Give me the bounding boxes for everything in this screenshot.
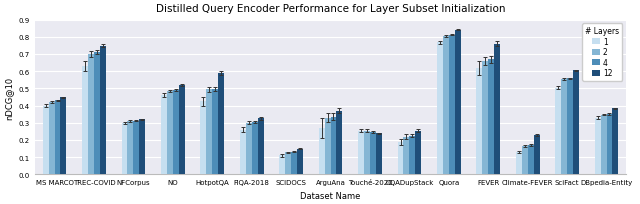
Bar [455, 31, 461, 175]
Bar [82, 67, 88, 175]
Bar [161, 96, 167, 175]
Bar [397, 142, 403, 175]
Bar [49, 103, 54, 175]
Bar [364, 131, 370, 175]
Bar [522, 146, 527, 175]
Bar [94, 53, 100, 175]
Bar [443, 37, 449, 175]
Bar [173, 91, 179, 175]
Bar [206, 90, 212, 175]
Bar [595, 118, 600, 175]
Bar [212, 90, 218, 175]
Bar [600, 115, 607, 175]
Bar [330, 117, 337, 175]
Bar [527, 145, 534, 175]
Bar [133, 121, 140, 175]
Bar [279, 155, 285, 175]
Bar [415, 131, 421, 175]
Bar [567, 79, 573, 175]
Bar [319, 128, 324, 175]
Bar [252, 122, 257, 175]
Bar [127, 121, 133, 175]
Bar [358, 131, 364, 175]
Bar [60, 98, 67, 175]
Bar [324, 118, 330, 175]
Bar [179, 85, 185, 175]
Bar [494, 44, 500, 175]
Bar [573, 71, 579, 175]
Bar [403, 137, 410, 175]
Bar [337, 111, 342, 175]
Bar [370, 132, 376, 175]
Bar [483, 62, 488, 175]
Bar [297, 149, 303, 175]
Bar [240, 130, 246, 175]
Bar [88, 55, 94, 175]
Bar [556, 88, 561, 175]
Bar [167, 91, 173, 175]
Bar [449, 35, 455, 175]
Bar [607, 115, 612, 175]
X-axis label: Dataset Name: Dataset Name [300, 191, 361, 200]
Legend: 1, 2, 4, 12: 1, 2, 4, 12 [582, 24, 623, 81]
Bar [140, 120, 145, 175]
Bar [43, 106, 49, 175]
Bar [612, 109, 618, 175]
Bar [410, 136, 415, 175]
Bar [122, 123, 127, 175]
Bar [218, 73, 224, 175]
Bar [200, 102, 206, 175]
Bar [476, 68, 483, 175]
Title: Distilled Query Encoder Performance for Layer Subset Initialization: Distilled Query Encoder Performance for … [156, 4, 506, 14]
Bar [291, 152, 297, 175]
Bar [54, 101, 60, 175]
Y-axis label: nDCG@10: nDCG@10 [4, 76, 13, 119]
Bar [516, 152, 522, 175]
Bar [257, 119, 264, 175]
Bar [561, 80, 567, 175]
Bar [534, 135, 540, 175]
Bar [285, 153, 291, 175]
Bar [488, 60, 494, 175]
Bar [376, 134, 382, 175]
Bar [437, 43, 443, 175]
Bar [246, 123, 252, 175]
Bar [100, 47, 106, 175]
